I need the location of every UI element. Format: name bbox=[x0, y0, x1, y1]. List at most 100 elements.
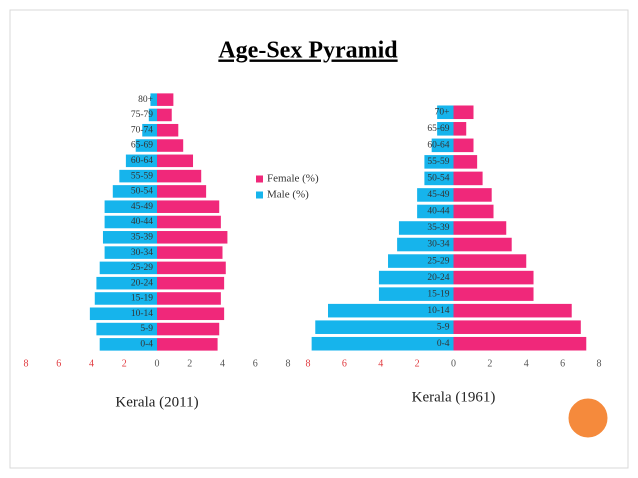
slide-title: Age-Sex Pyramid bbox=[218, 38, 398, 64]
bar bbox=[431, 138, 454, 153]
bar bbox=[424, 171, 454, 186]
x-tick-label: 0 bbox=[155, 358, 160, 369]
category-label: 5-9 bbox=[437, 322, 450, 332]
x-tick-label: 2 bbox=[487, 358, 492, 369]
category-label: 75-79 bbox=[131, 110, 153, 120]
bar bbox=[453, 122, 467, 136]
x-tick-label: 4 bbox=[378, 358, 383, 369]
bar bbox=[397, 237, 454, 252]
bar bbox=[157, 169, 202, 183]
bar bbox=[102, 231, 157, 244]
x-tick-label: 6 bbox=[342, 358, 347, 369]
slide-border bbox=[9, 9, 629, 469]
bar bbox=[453, 155, 478, 169]
category-label: 35-39 bbox=[427, 223, 449, 233]
category-label: 15-19 bbox=[427, 289, 449, 299]
bar bbox=[89, 307, 157, 321]
bar bbox=[453, 204, 494, 219]
bar bbox=[157, 215, 221, 229]
bar bbox=[157, 139, 184, 152]
bar bbox=[96, 322, 157, 336]
bar bbox=[99, 338, 157, 351]
bar bbox=[453, 336, 587, 351]
bar bbox=[150, 93, 157, 106]
category-label: 40-44 bbox=[427, 207, 449, 217]
bar bbox=[157, 200, 220, 213]
bar bbox=[157, 123, 179, 137]
category-label: 0-4 bbox=[140, 340, 153, 350]
bar bbox=[453, 138, 474, 153]
bar bbox=[453, 105, 474, 120]
bar bbox=[157, 93, 174, 106]
bar bbox=[157, 154, 194, 168]
bar bbox=[157, 231, 228, 244]
x-tick-label: 4 bbox=[220, 358, 225, 369]
bar bbox=[142, 123, 157, 137]
bar bbox=[388, 254, 454, 268]
bar bbox=[157, 338, 218, 351]
x-tick-label: 0 bbox=[451, 358, 456, 369]
chart-caption: Kerala (2011) bbox=[115, 394, 198, 410]
category-label: 70-74 bbox=[131, 125, 153, 135]
category-label: 65-69 bbox=[427, 124, 449, 134]
bar bbox=[157, 261, 226, 275]
category-label: 30-34 bbox=[131, 248, 153, 258]
x-tick-label: 8 bbox=[286, 358, 291, 369]
category-label: 40-44 bbox=[131, 217, 153, 227]
category-label: 50-54 bbox=[427, 174, 449, 184]
category-label: 55-59 bbox=[427, 157, 449, 167]
bar bbox=[157, 276, 225, 290]
bar bbox=[157, 292, 221, 305]
x-tick-label: 2 bbox=[415, 358, 420, 369]
category-label: 30-34 bbox=[427, 240, 449, 250]
category-label: 45-49 bbox=[427, 190, 449, 200]
category-label: 60-64 bbox=[131, 156, 153, 166]
bar bbox=[437, 105, 454, 120]
category-label: 20-24 bbox=[131, 278, 153, 288]
category-label: 65-69 bbox=[131, 141, 153, 151]
bar bbox=[157, 246, 223, 259]
category-label: 15-19 bbox=[131, 294, 153, 304]
category-label: 60-64 bbox=[427, 141, 449, 151]
bar bbox=[311, 336, 454, 351]
bar bbox=[135, 139, 157, 152]
bar bbox=[453, 237, 512, 252]
x-tick-label: 6 bbox=[56, 358, 61, 369]
bar bbox=[378, 287, 454, 301]
bar bbox=[157, 185, 207, 198]
x-tick-label: 6 bbox=[560, 358, 565, 369]
bar bbox=[417, 188, 454, 202]
bar bbox=[328, 303, 454, 318]
category-label: 45-49 bbox=[131, 202, 153, 212]
decor-circle bbox=[565, 395, 611, 441]
legend-swatch bbox=[256, 191, 263, 199]
category-label: 0-4 bbox=[437, 339, 450, 349]
category-label: 50-54 bbox=[131, 187, 153, 197]
bar bbox=[104, 215, 157, 229]
x-tick-label: 8 bbox=[306, 358, 311, 369]
bar bbox=[148, 108, 157, 122]
category-label: 10-14 bbox=[427, 306, 449, 316]
bar bbox=[112, 185, 157, 198]
bar bbox=[453, 270, 534, 285]
bar bbox=[94, 292, 157, 305]
bar bbox=[453, 221, 507, 235]
x-tick-label: 6 bbox=[253, 358, 258, 369]
category-label: 25-29 bbox=[427, 256, 449, 266]
bar bbox=[157, 322, 220, 336]
bar bbox=[453, 171, 483, 186]
bar bbox=[104, 200, 157, 213]
bar bbox=[437, 122, 454, 136]
x-tick-label: 4 bbox=[89, 358, 94, 369]
category-label: 80+ bbox=[138, 95, 153, 105]
bar bbox=[378, 270, 454, 285]
bar bbox=[453, 287, 534, 301]
category-label: 35-39 bbox=[131, 232, 153, 242]
x-tick-label: 2 bbox=[187, 358, 192, 369]
bar bbox=[157, 307, 225, 321]
legend-label: Male (%) bbox=[267, 189, 309, 201]
bar bbox=[417, 204, 454, 219]
bar bbox=[453, 303, 572, 318]
bar bbox=[119, 169, 157, 183]
